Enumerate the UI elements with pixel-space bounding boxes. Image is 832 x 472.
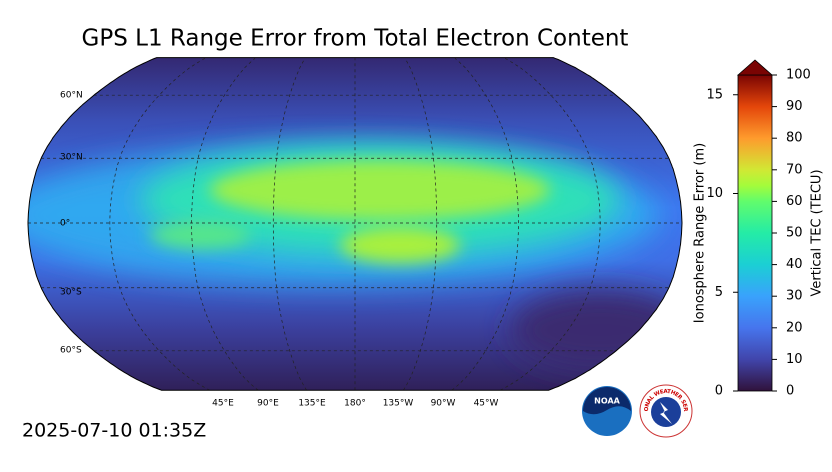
lon-label: 90°E [257,399,279,409]
meridian [272,58,307,391]
timestamp: 2025-07-10 01:35Z [22,420,206,442]
lon-label: 90°W [431,399,456,409]
right-tick-label: 90 [786,99,803,114]
map-outline [27,57,683,391]
right-tick-label: 40 [786,257,803,272]
meridian [403,58,438,391]
right-tick-label: 0 [786,384,794,399]
left-axis-label: Ionosphere Range Error (m) [693,143,708,323]
lon-label: 135°E [298,399,326,409]
colorbar [737,74,773,392]
left-tick-label: 0 [715,384,723,399]
colorbar-extend [736,59,774,76]
lon-label: 45°E [212,399,234,409]
right-tick-label: 70 [786,162,803,177]
noaa-text: NOAA [594,397,620,406]
left-tick-label: 15 [706,87,723,102]
lon-label: 135°W [383,399,414,409]
right-tick-label: 100 [786,68,811,83]
right-tick-label: 60 [786,194,803,209]
right-tick-label: 50 [786,226,803,241]
right-axis-label: Vertical TEC (TECU) [810,169,825,296]
left-tick-label: 5 [715,285,723,300]
lat-label: 30°N [60,153,83,163]
right-tick-label: 80 [786,131,803,146]
title: GPS L1 Range Error from Total Electron C… [82,26,629,52]
right-tick-label: 10 [786,352,803,367]
meridian [191,58,259,391]
map-field [28,57,682,391]
lat-label: 60°N [60,91,83,101]
lat-label: 60°S [60,346,82,356]
lon-label: 45°W [474,399,499,409]
right-tick-label: 30 [786,289,803,304]
lat-label: 0° [60,219,70,229]
lat-label: 30°S [60,288,82,298]
meridian [451,58,519,391]
left-tick-label: 10 [706,186,723,201]
lon-label: 180° [344,399,366,409]
right-tick-label: 20 [786,320,803,335]
noaa-logo: NOAA [582,386,632,436]
